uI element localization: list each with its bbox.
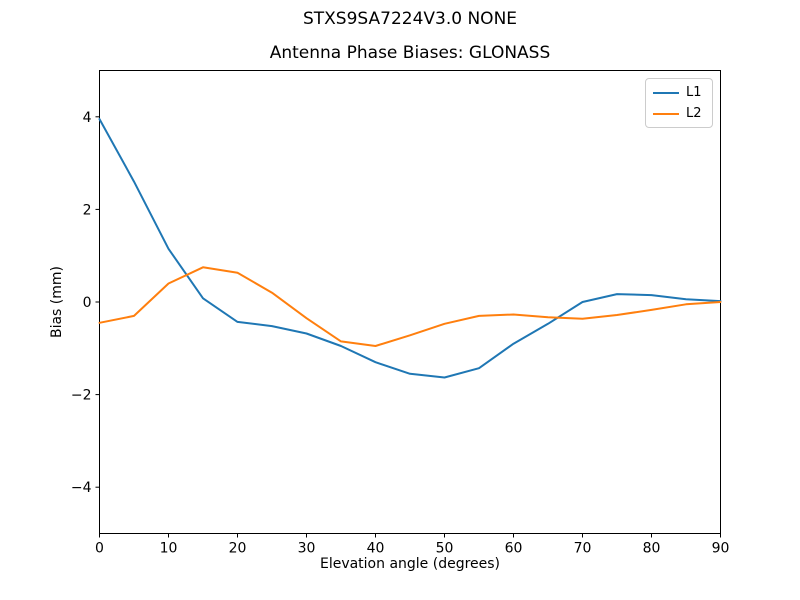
legend-label: L1 <box>686 85 702 100</box>
series-line-l2 <box>98 266 722 347</box>
legend-label: L2 <box>686 106 702 121</box>
x-tick-label: 40 <box>367 541 385 557</box>
legend: L1 L2 <box>645 78 713 128</box>
x-tick-label: 70 <box>574 541 592 557</box>
series-line-l1 <box>98 118 722 379</box>
y-tick-label: −4 <box>71 480 92 496</box>
x-tick-label: 80 <box>643 541 661 557</box>
y-tick-label: 0 <box>83 295 92 311</box>
x-tick-label: 50 <box>436 541 454 557</box>
x-tick-label: 60 <box>505 541 523 557</box>
legend-line-sample-l2 <box>653 112 679 115</box>
legend-entry-l1: L1 <box>653 85 704 100</box>
legend-line-sample-l1 <box>653 91 679 94</box>
figure-suptitle: STXS9SA7224V3.0 NONE <box>302 9 518 29</box>
y-tick-label: 2 <box>83 202 92 218</box>
x-tick-label: 90 <box>712 541 730 557</box>
y-tick-label: 4 <box>83 110 92 126</box>
x-tick-label: 20 <box>229 541 247 557</box>
x-tick-label: 10 <box>160 541 178 557</box>
legend-entry-l2: L2 <box>653 106 704 121</box>
plot-border <box>99 70 721 534</box>
axes-title: Antenna Phase Biases: GLONASS <box>269 43 551 63</box>
x-tick-label: 0 <box>95 541 104 557</box>
x-axis-label: Elevation angle (degrees) <box>319 556 501 572</box>
y-axis-label: Bias (mm) <box>49 265 65 339</box>
x-tick-label: 30 <box>298 541 316 557</box>
y-tick-label: −2 <box>71 388 92 404</box>
